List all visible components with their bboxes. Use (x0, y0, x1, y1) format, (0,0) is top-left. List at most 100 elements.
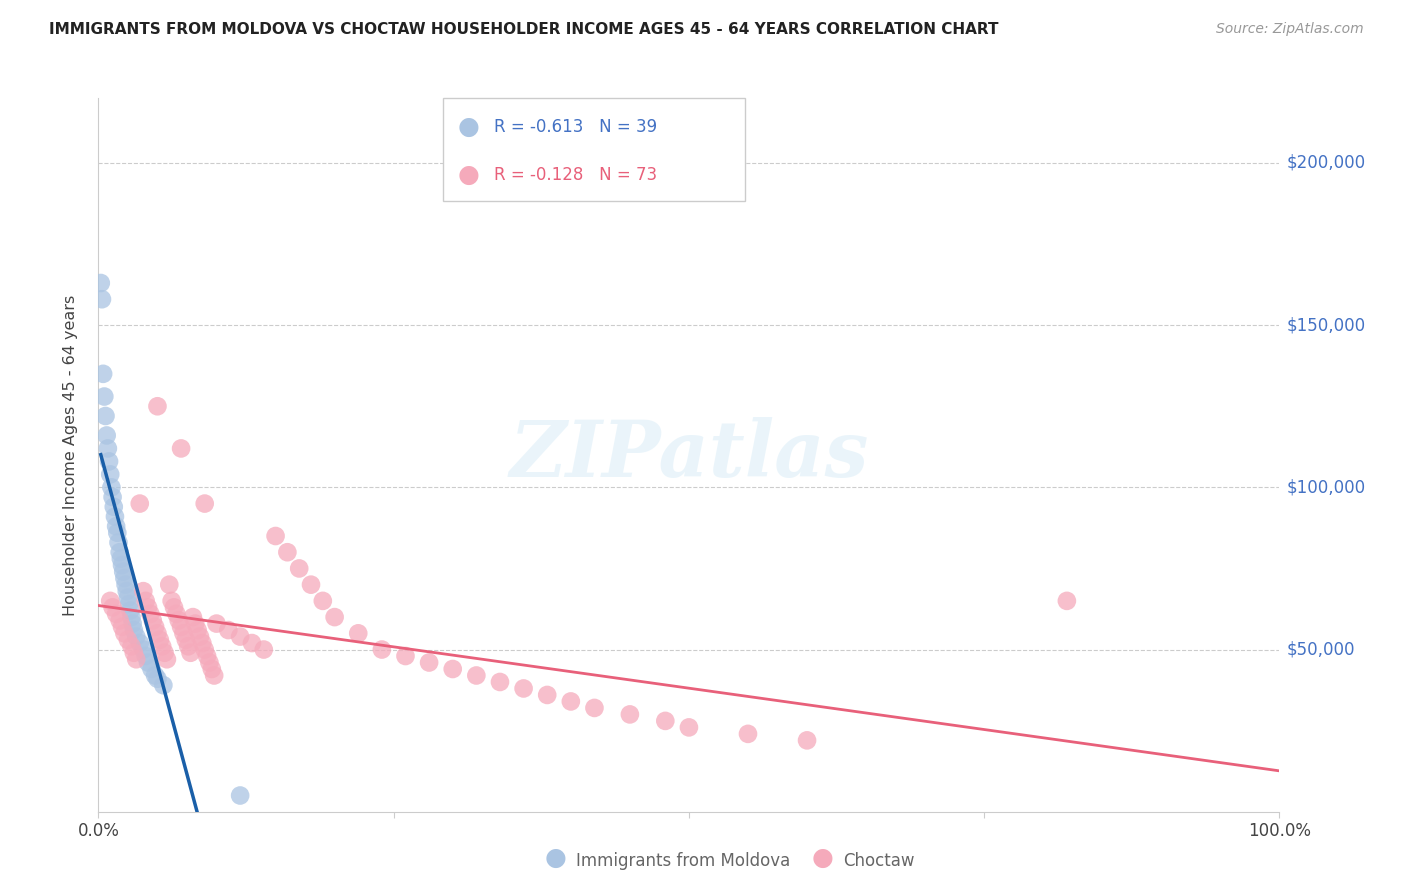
Point (160, 594, 183, 608)
Point (170, 620, 193, 634)
Point (143, 668, 166, 682)
Point (108, 613, 131, 627)
Point (276, 545, 298, 559)
Point (194, 497, 217, 511)
Point (146, 626, 169, 640)
Point (156, 652, 179, 666)
Point (465, 668, 488, 682)
Point (128, 636, 150, 650)
Point (135, 594, 157, 608)
Point (128, 497, 150, 511)
Point (202, 668, 225, 682)
Point (737, 727, 759, 741)
Point (152, 678, 174, 692)
Point (177, 640, 200, 654)
Point (105, 607, 128, 621)
Text: ZIPatlas: ZIPatlas (509, 417, 869, 493)
Point (121, 610, 143, 624)
Point (489, 675, 512, 690)
Text: ●: ● (457, 115, 479, 139)
Point (172, 626, 194, 640)
Point (299, 577, 322, 591)
Point (112, 565, 135, 579)
Point (347, 626, 370, 640)
Point (198, 656, 221, 670)
Point (150, 640, 173, 654)
Point (512, 681, 534, 696)
Point (536, 688, 558, 702)
Point (139, 607, 162, 621)
Point (205, 616, 228, 631)
Point (110, 551, 132, 566)
Point (98, 594, 121, 608)
Point (132, 584, 155, 599)
Point (136, 656, 159, 670)
Point (678, 720, 700, 734)
Point (104, 509, 127, 524)
Point (111, 620, 134, 634)
Point (217, 623, 239, 637)
Point (188, 630, 211, 644)
Text: ●: ● (457, 163, 479, 187)
Point (98, 454, 121, 468)
Point (142, 613, 165, 627)
Point (170, 442, 193, 456)
Point (174, 632, 197, 647)
Point (153, 646, 176, 660)
Point (191, 636, 214, 650)
Point (132, 642, 155, 657)
Point (125, 652, 148, 666)
Point (101, 490, 124, 504)
Point (120, 604, 142, 618)
Y-axis label: Householder Income Ages 45 - 64 years: Householder Income Ages 45 - 64 years (63, 294, 77, 615)
Point (796, 733, 818, 747)
Point (112, 571, 135, 585)
Point (229, 630, 252, 644)
Point (125, 630, 148, 644)
Point (91, 292, 114, 306)
Point (93, 390, 115, 404)
Point (264, 529, 287, 543)
Point (101, 600, 124, 615)
Point (108, 545, 131, 559)
Text: ●: ● (544, 846, 567, 870)
Text: $150,000: $150,000 (1286, 316, 1365, 334)
Point (181, 610, 204, 624)
Point (194, 642, 217, 657)
Point (122, 646, 145, 660)
Point (96, 428, 118, 442)
Point (121, 616, 143, 631)
Text: Choctaw: Choctaw (844, 852, 915, 870)
Text: Immigrants from Moldova: Immigrants from Moldova (576, 852, 790, 870)
Point (114, 577, 136, 591)
Point (100, 480, 122, 494)
Point (105, 519, 128, 533)
Text: R = -0.128   N = 73: R = -0.128 N = 73 (494, 166, 657, 184)
Point (98, 467, 121, 482)
Point (180, 646, 202, 660)
Point (112, 626, 135, 640)
Point (240, 636, 263, 650)
Point (1056, 594, 1078, 608)
Point (654, 714, 676, 728)
Point (97, 442, 120, 456)
Point (117, 632, 139, 647)
Point (201, 662, 224, 676)
Point (103, 500, 125, 514)
Point (136, 600, 159, 615)
Text: $50,000: $50,000 (1286, 640, 1355, 658)
Point (107, 535, 129, 549)
Point (229, 789, 252, 803)
Point (141, 662, 163, 676)
Point (394, 648, 416, 663)
Point (312, 594, 335, 608)
Point (121, 640, 143, 654)
Point (118, 597, 141, 611)
Point (163, 600, 186, 615)
Text: ●: ● (811, 846, 834, 870)
Point (157, 577, 180, 591)
Point (115, 584, 138, 599)
Point (323, 610, 346, 624)
Point (371, 642, 394, 657)
Point (91, 367, 114, 381)
